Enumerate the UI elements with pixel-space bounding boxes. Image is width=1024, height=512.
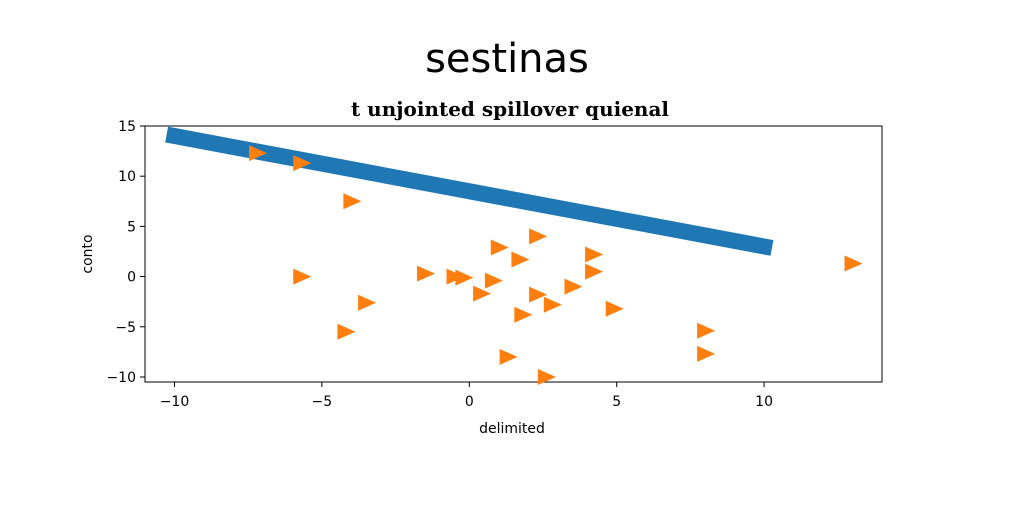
marker-point — [697, 322, 716, 339]
x-axis-label: delimited — [479, 421, 545, 437]
marker-point — [249, 145, 268, 162]
x-axis-ticks: −10 −5 0 5 10 — [160, 382, 773, 410]
marker-point — [543, 296, 562, 313]
marker-series-group — [249, 145, 863, 385]
chart-suptitle: sestinas — [425, 36, 589, 82]
marker-point — [529, 286, 548, 303]
marker-point — [490, 239, 509, 256]
marker-point — [844, 255, 863, 272]
y-tick-label: 10 — [118, 169, 136, 185]
x-tick-label: −10 — [160, 394, 190, 410]
y-tick-label: 5 — [127, 219, 136, 235]
y-tick-label: −10 — [106, 370, 136, 386]
marker-point — [585, 246, 604, 263]
x-tick-label: 0 — [465, 394, 474, 410]
x-tick-label: 10 — [755, 394, 773, 410]
marker-point — [358, 294, 377, 311]
marker-point — [605, 300, 624, 317]
line-series-group — [165, 126, 774, 256]
marker-point — [564, 278, 583, 295]
y-tick-label: 15 — [118, 119, 136, 135]
marker-point — [293, 268, 312, 285]
marker-point — [511, 251, 530, 268]
marker-point — [343, 193, 362, 210]
marker-point — [529, 228, 548, 245]
marker-point — [484, 272, 503, 289]
y-tick-label: 0 — [127, 270, 136, 286]
marker-point — [537, 368, 556, 385]
marker-point — [514, 306, 533, 323]
marker-point — [417, 265, 436, 282]
line-series — [165, 126, 774, 256]
marker-point — [499, 348, 518, 365]
y-tick-label: −5 — [115, 320, 136, 336]
x-tick-label: 5 — [612, 394, 621, 410]
y-axis-label: conto — [80, 234, 96, 273]
marker-point — [473, 285, 492, 302]
marker-point — [455, 269, 474, 286]
marker-point — [585, 263, 604, 280]
x-tick-label: −5 — [312, 394, 333, 410]
plot-area-frame — [144, 125, 883, 383]
marker-point — [697, 345, 716, 362]
y-axis-ticks: −10 −5 0 5 10 15 — [106, 119, 145, 386]
marker-point — [337, 323, 356, 340]
marker-point — [293, 155, 312, 172]
chart-title: t unjointed spillover quienal — [351, 97, 669, 121]
